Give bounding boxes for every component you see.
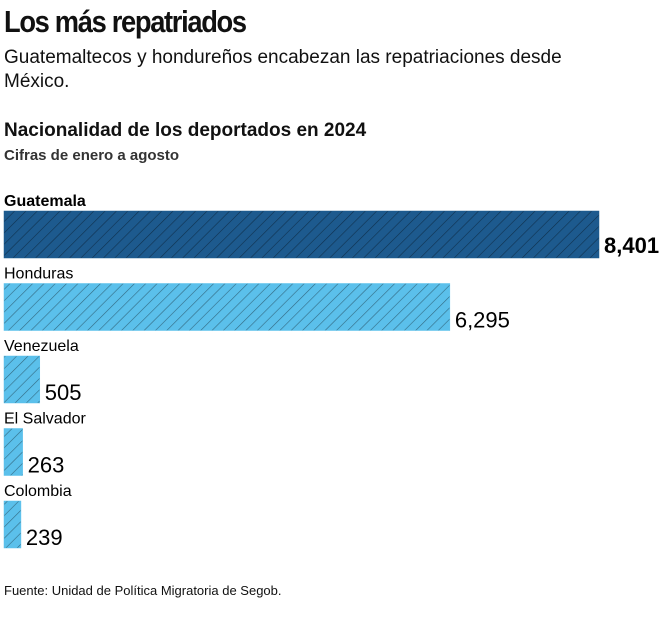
chart: Guatemala 8,401 Honduras 6,295 Venezuela 505 E… [3, 193, 659, 550]
title: Los más repatriados [4, 4, 247, 39]
value-label: 505 [45, 380, 82, 405]
source: Fuente: Unidad de Política Migratoria de… [4, 583, 282, 598]
category-label: El Salvador [4, 411, 86, 428]
chart-title: Nacionalidad de los deportados en 2024 [4, 120, 367, 141]
value-label: 6,295 [455, 308, 510, 333]
category-label: Honduras [4, 266, 73, 283]
bar [3, 428, 23, 476]
value-label: 263 [28, 453, 65, 478]
bar [3, 500, 22, 549]
chart-subtitle: Cifras de enero a agosto [4, 147, 180, 164]
value-label: 239 [26, 525, 63, 550]
value-label: 8,401 [604, 233, 659, 258]
category-label: Guatemala [4, 193, 86, 210]
category-label: Venezuela [4, 338, 79, 355]
bar [3, 283, 451, 331]
category-label: Colombia [4, 483, 72, 500]
subtitle: Guatemaltecos y hondureños encabezan las… [4, 47, 562, 92]
bar [3, 355, 41, 404]
bar [3, 210, 600, 259]
